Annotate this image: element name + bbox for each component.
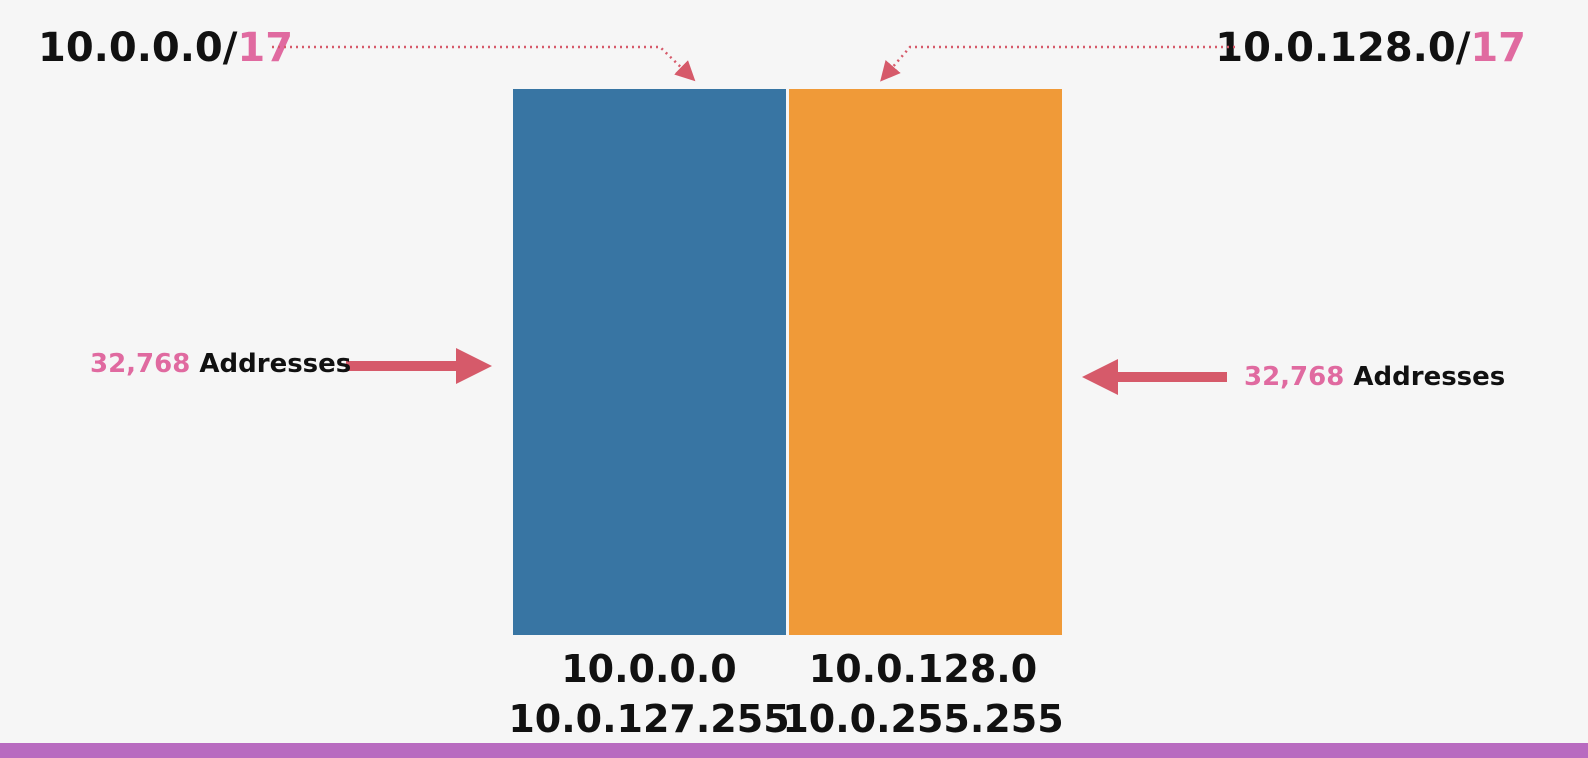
subnet-right-network: 10.0.128.0 [1215,25,1456,71]
subnet-left-cidr: 10.0.0.0/17 [38,25,294,71]
subnet-left-prefix: 17 [237,25,294,71]
subnet-right-prefix: 17 [1470,25,1526,71]
subnet-left-first-address: 10.0.0.0 [561,647,737,691]
subnet-right-address-count: 32,768 Addresses [1244,360,1505,394]
subnet-left-block [513,89,786,635]
bottom-accent-bar [0,743,1588,758]
subnet-right-count-label: Addresses [1353,362,1506,392]
subnet-left-count-number: 32,768 [90,349,191,379]
count-left-arrow [346,348,492,384]
subnet-left-network: 10.0.0.0 [38,25,223,71]
subnet-right-range: 10.0.128.0 10.0.255.255 [778,645,1068,745]
cidr-right-pointer-arrow [880,45,1235,82]
subnet-right-count-number: 32,768 [1244,362,1345,392]
cidr-left-pointer-arrow [272,45,696,82]
subnet-right-block [789,89,1062,635]
subnet-left-range: 10.0.0.0 10.0.127.255 [504,645,794,745]
subnet-right-cidr: 10.0.128.0/17 [1215,25,1526,71]
subnet-left-address-count: 32,768 Addresses [90,347,351,381]
subnet-left-last-address: 10.0.127.255 [508,697,790,741]
subnet-right-last-address: 10.0.255.255 [782,697,1064,741]
count-right-arrow [1082,359,1227,395]
subnet-left-count-label: Addresses [199,349,352,379]
subnet-right-first-address: 10.0.128.0 [808,647,1038,691]
